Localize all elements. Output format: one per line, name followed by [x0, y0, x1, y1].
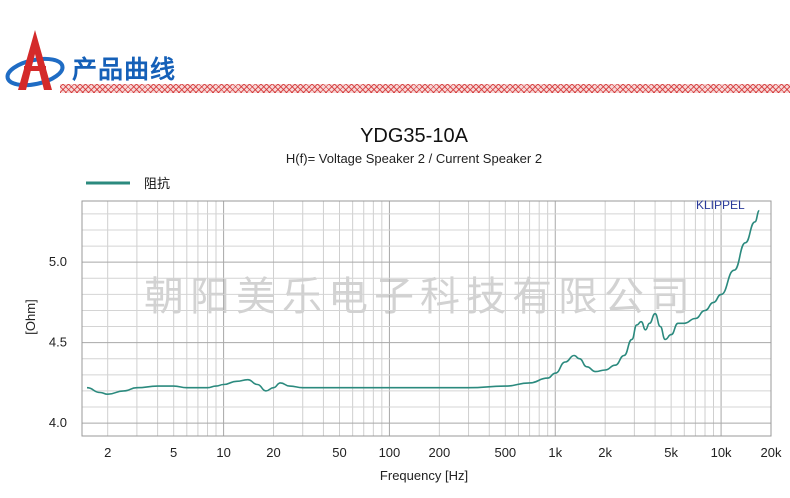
x-tick-label: 20k	[761, 445, 782, 460]
y-axis-label: [Ohm]	[23, 299, 38, 334]
x-tick-label: 5	[170, 445, 177, 460]
x-tick-label: 2	[104, 445, 111, 460]
y-tick-label: 4.5	[49, 335, 67, 350]
y-tick-label: 4.0	[49, 415, 67, 430]
x-tick-label: 10k	[711, 445, 732, 460]
x-tick-label: 2k	[598, 445, 612, 460]
header-divider	[60, 84, 790, 93]
x-tick-label: 10	[216, 445, 230, 460]
x-axis-label: Frequency [Hz]	[380, 468, 468, 483]
plot-frame	[81, 200, 772, 437]
watermark: 朝阳美乐电子科技有限公司	[144, 274, 696, 320]
x-tick-label: 200	[428, 445, 450, 460]
x-tick-label: 1k	[548, 445, 562, 460]
y-tick-labels: 4.0 4.5 5.0	[49, 254, 67, 430]
section-title: 产品曲线	[72, 55, 177, 84]
impedance-chart: YDG35-10A H(f)= Voltage Speaker 2 / Curr…	[23, 125, 782, 483]
page-header: 产品曲线	[0, 0, 790, 100]
x-tick-label: 20	[266, 445, 280, 460]
company-logo-icon	[5, 30, 65, 90]
chart-subtitle: H(f)= Voltage Speaker 2 / Current Speake…	[286, 151, 542, 166]
x-tick-label: 500	[494, 445, 516, 460]
x-tick-label: 100	[379, 445, 401, 460]
y-tick-label: 5.0	[49, 254, 67, 269]
x-tick-labels: 2 5 10 20 50 100 200 500 1k 2k 5k 10k 20k	[104, 445, 782, 460]
x-tick-label: 50	[332, 445, 346, 460]
klippel-label: KLIPPEL	[696, 198, 745, 212]
legend-label: 阻抗	[144, 177, 170, 192]
x-tick-label: 5k	[664, 445, 678, 460]
chart-title: YDG35-10A	[360, 125, 468, 147]
impedance-series-line	[86, 209, 760, 396]
